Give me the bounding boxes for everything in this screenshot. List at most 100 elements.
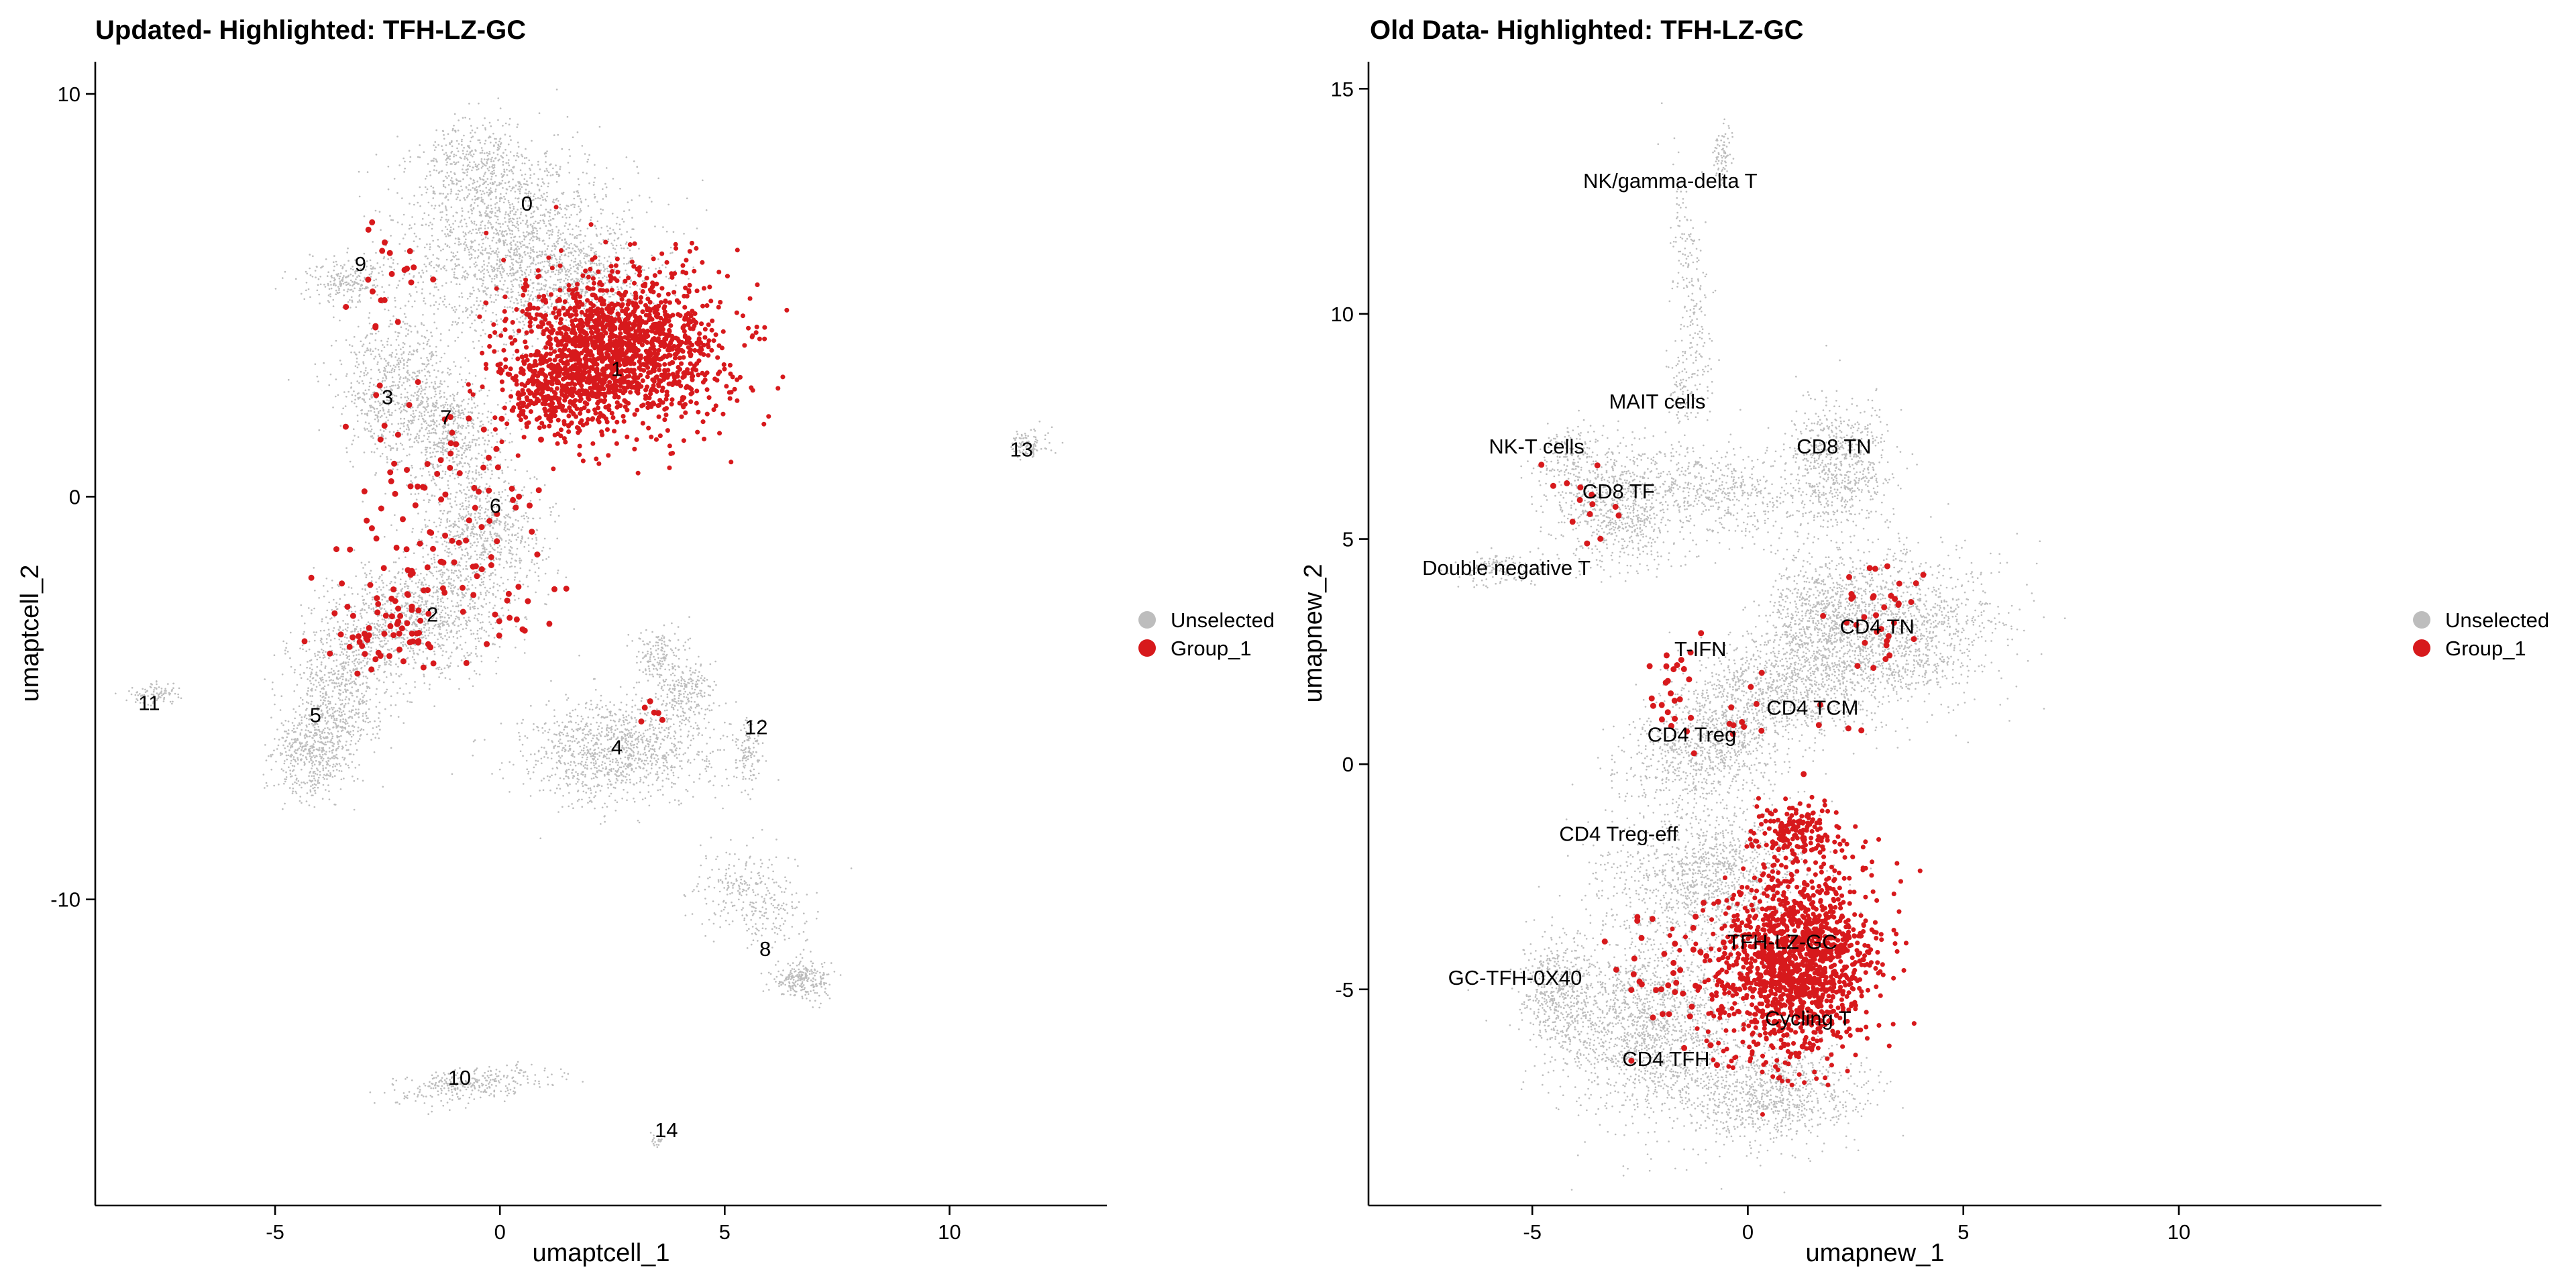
left-axes bbox=[94, 62, 1107, 1207]
group-1-cell bbox=[538, 436, 544, 443]
cluster-label: CD8 TF bbox=[1582, 480, 1655, 503]
group-1-cell bbox=[410, 638, 417, 645]
group-1-cell bbox=[425, 587, 431, 594]
group-1-cell bbox=[430, 276, 437, 283]
group-1-cells bbox=[480, 327, 625, 458]
group-1-cell bbox=[327, 650, 333, 657]
right-point-cloud bbox=[1440, 102, 2066, 1193]
group-1-cell bbox=[1684, 728, 1690, 735]
cluster-label: GC-TFH-0X40 bbox=[1448, 966, 1582, 989]
unselected-cells bbox=[1742, 537, 1902, 688]
unselected-cells bbox=[1657, 102, 1720, 463]
group-1-cell bbox=[447, 440, 454, 447]
unselected-cells bbox=[1520, 409, 1619, 512]
unselected-cells bbox=[1619, 409, 1823, 559]
group-1-cell bbox=[350, 612, 356, 619]
group-1-cell bbox=[386, 250, 393, 256]
group-1-cell bbox=[463, 659, 470, 666]
group-1-cell bbox=[394, 431, 401, 438]
group-1-cell bbox=[474, 573, 480, 580]
group-1-cell bbox=[1678, 657, 1684, 663]
group-1-cell bbox=[367, 582, 374, 588]
group-1-cell bbox=[427, 644, 434, 651]
cluster-label: CD4 Treg bbox=[1648, 723, 1737, 747]
group-1-cell bbox=[488, 562, 494, 568]
group-1-cell bbox=[449, 429, 455, 436]
group-1-cell bbox=[388, 595, 395, 602]
group-1-cell bbox=[417, 617, 424, 624]
group-1-cell bbox=[1892, 596, 1898, 602]
right-legend-group-label: Group_1 bbox=[2445, 637, 2526, 660]
group-1-cell bbox=[364, 637, 371, 643]
group-1-cell bbox=[1801, 771, 1807, 777]
group-1-cell bbox=[1870, 665, 1877, 672]
group-1-cell bbox=[494, 464, 501, 471]
group-1-cell bbox=[638, 718, 645, 724]
group-1-cell bbox=[1884, 638, 1890, 644]
group-1-cell bbox=[504, 597, 511, 604]
group-1-cell bbox=[365, 226, 372, 233]
group-1-cell bbox=[1858, 727, 1865, 734]
group-1-cell bbox=[1673, 979, 1680, 986]
group-1-cell bbox=[1676, 696, 1683, 702]
group-1-cell bbox=[1674, 662, 1680, 668]
group-1-cell bbox=[374, 595, 380, 602]
group-1-cell bbox=[486, 518, 493, 524]
group-1-cell bbox=[1920, 572, 1927, 578]
group-1-cell bbox=[470, 592, 477, 598]
group-1-cell bbox=[430, 660, 437, 667]
group-1-cell bbox=[407, 483, 414, 490]
group-1-cell bbox=[1753, 700, 1760, 707]
group-1-cell bbox=[1638, 981, 1645, 987]
cluster-label: CD4 TFH bbox=[1622, 1047, 1709, 1071]
group-1-cell bbox=[525, 598, 531, 604]
cluster-label: NK-T cells bbox=[1489, 435, 1584, 458]
right-y-tick-label: -5 bbox=[1335, 978, 1354, 1002]
group-1-cell bbox=[369, 288, 376, 294]
group-1-cell bbox=[1680, 665, 1687, 672]
group-1-cell bbox=[427, 529, 433, 535]
group-1-cell bbox=[1661, 951, 1668, 957]
left-x-tick-label: 10 bbox=[938, 1220, 961, 1244]
group-1-cell bbox=[376, 382, 383, 389]
group-1-cell bbox=[404, 620, 411, 627]
group-1-cell bbox=[375, 600, 382, 607]
right-y-tick-label: 10 bbox=[1331, 303, 1354, 326]
cluster-label: 10 bbox=[448, 1066, 471, 1089]
group-1-cell bbox=[409, 631, 415, 637]
cluster-label: 5 bbox=[310, 704, 321, 727]
cluster-label: 8 bbox=[759, 937, 771, 961]
right-x-tick-label: 0 bbox=[1742, 1220, 1754, 1244]
group-1-cell bbox=[394, 319, 401, 325]
group-1-cell bbox=[1881, 604, 1888, 610]
group-1-cell bbox=[381, 631, 388, 637]
group-1-cell bbox=[395, 619, 402, 625]
unselected-cells bbox=[1467, 863, 1833, 1191]
group-1-cell bbox=[344, 604, 351, 610]
right-ticks: -5 0 5 10 15 10 5 0 -5 bbox=[1331, 77, 2191, 1244]
group-1-cell bbox=[396, 646, 402, 653]
left-x-axis-label: umaptcell_1 bbox=[533, 1239, 670, 1267]
group-1-cell bbox=[369, 219, 376, 225]
left-umap-panel: Updated- Highlighted: TFH-LZ-GC 01234567… bbox=[16, 15, 1275, 1267]
group-1-cell bbox=[409, 603, 415, 610]
group-1-cell bbox=[408, 279, 415, 286]
right-plot-title: Old Data- Highlighted: TFH-LZ-GC bbox=[1370, 15, 1804, 45]
group-1-cell bbox=[470, 564, 476, 570]
unselected-cells bbox=[382, 357, 523, 501]
group-1-cell bbox=[412, 502, 419, 508]
group-1-cell bbox=[1628, 1057, 1635, 1064]
group-1-cell bbox=[386, 653, 392, 659]
unselected-cells bbox=[1440, 547, 1544, 589]
group-1-cell bbox=[406, 402, 413, 409]
group-1-cell bbox=[1693, 982, 1699, 989]
group-1-cell bbox=[398, 625, 405, 632]
group-1-cell bbox=[375, 649, 382, 656]
group-1-cell bbox=[1663, 652, 1670, 659]
group-1-cell bbox=[362, 651, 368, 657]
group-1-cell bbox=[1882, 656, 1889, 662]
group-1-cell bbox=[1576, 496, 1583, 503]
group-1-cell bbox=[466, 415, 472, 422]
group-1-cell bbox=[484, 641, 490, 647]
